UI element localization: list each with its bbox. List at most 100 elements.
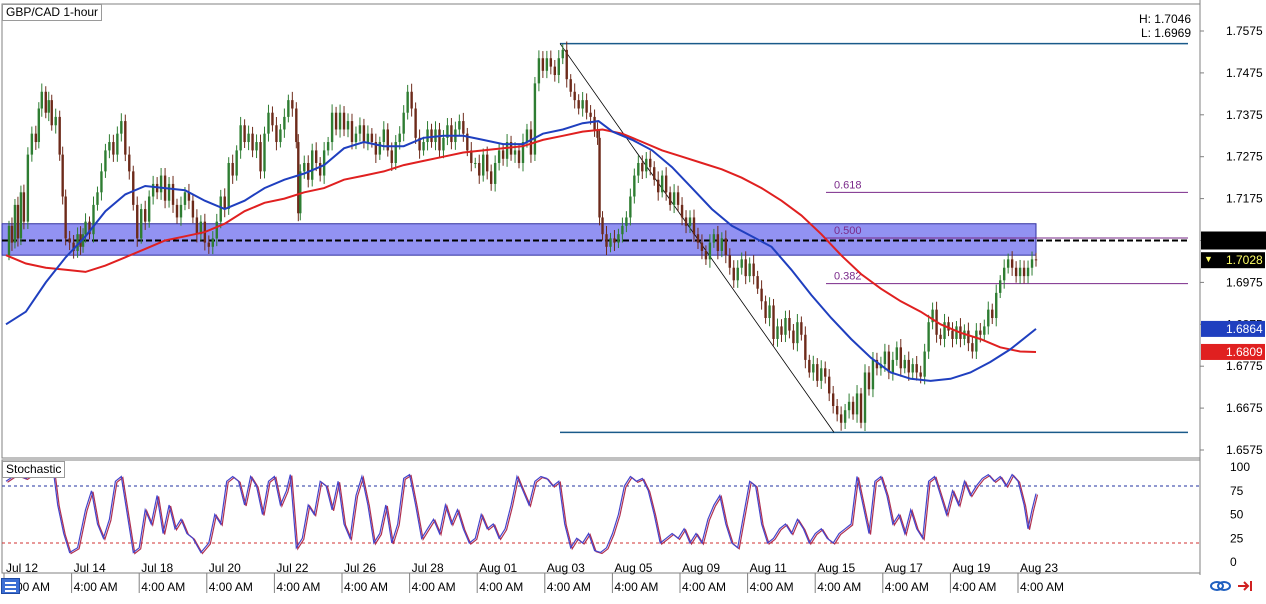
- stochastic-tick-label: 25: [1230, 531, 1244, 545]
- candle-body: [303, 162, 306, 172]
- candle-body: [740, 259, 743, 268]
- candle-body: [195, 217, 199, 235]
- candle-body: [92, 204, 95, 235]
- date-tick-label: Jul 18: [141, 561, 173, 575]
- fib-level-label: 0.618: [834, 179, 862, 191]
- menu-icon[interactable]: [1, 578, 20, 594]
- candle-body: [50, 100, 53, 126]
- candle-body: [128, 154, 131, 172]
- candle-body: [533, 83, 537, 155]
- stochastic-title: Stochastic: [2, 461, 66, 478]
- candle-body: [322, 150, 326, 176]
- candle-body: [541, 58, 545, 71]
- candle-body: [346, 121, 350, 130]
- candle-body: [426, 129, 429, 143]
- candle-body: [422, 142, 425, 151]
- candle-body: [297, 142, 300, 214]
- candle-body: [780, 326, 783, 335]
- candle-body: [485, 154, 489, 172]
- candle-body: [565, 49, 568, 80]
- candle-body: [776, 326, 779, 339]
- candle-body: [279, 129, 282, 143]
- stochastic-main-line: [5, 471, 1037, 554]
- candle-body: [895, 347, 899, 360]
- candle-body: [696, 234, 700, 243]
- candle-body: [967, 330, 970, 344]
- price-tick-label: 1.7175: [1226, 192, 1263, 206]
- candle-body: [350, 121, 354, 143]
- candle-body: [995, 292, 998, 319]
- candle-body: [450, 125, 453, 143]
- candle-body: [7, 225, 11, 256]
- time-tick-label: 4:00 AM: [1020, 580, 1064, 594]
- price-tick-label: 1.7375: [1226, 108, 1263, 122]
- candle-body: [81, 234, 85, 247]
- candle-body: [649, 158, 652, 168]
- candle-body: [915, 364, 918, 373]
- time-tick-label: 4:00 AM: [885, 580, 929, 594]
- candle-body: [30, 133, 34, 155]
- candle-body: [223, 196, 226, 210]
- candle-body: [943, 322, 946, 339]
- candle-body: [549, 58, 553, 67]
- candle-body: [470, 150, 473, 163]
- candle-body: [493, 162, 497, 184]
- candle-body: [88, 221, 91, 235]
- candle-body: [831, 393, 835, 407]
- time-tick-label: 4:00 AM: [750, 580, 794, 594]
- candle-body: [764, 301, 767, 319]
- current-price-arrow: ▼: [1204, 254, 1213, 264]
- candle-body: [911, 364, 914, 373]
- stochastic-tick-label: 75: [1230, 484, 1244, 498]
- candle-body: [58, 116, 61, 155]
- candle-body: [143, 209, 147, 222]
- candle-body: [788, 318, 791, 331]
- candle-body: [179, 204, 183, 218]
- stochastic-tick-label: 50: [1230, 508, 1244, 522]
- candle-body: [442, 137, 445, 151]
- candle-body: [175, 204, 179, 218]
- candle-body: [867, 372, 871, 390]
- link-icon[interactable]: [1210, 581, 1231, 591]
- stochastic-tick-label: 100: [1230, 460, 1250, 474]
- candle-body: [1034, 259, 1038, 261]
- candle-body: [211, 238, 214, 247]
- time-tick-label: 4:00 AM: [412, 580, 456, 594]
- candle-body: [191, 200, 195, 218]
- chart-title: GBP/CAD 1-hour: [2, 4, 103, 21]
- candle-body: [259, 142, 262, 172]
- candle-body: [903, 359, 906, 369]
- candle-body: [140, 209, 143, 239]
- candle-body: [466, 133, 469, 151]
- candle-body: [824, 368, 827, 377]
- candle-body: [505, 142, 509, 159]
- candle-body: [668, 192, 672, 205]
- candle-body: [784, 318, 787, 335]
- candle-body: [979, 330, 982, 335]
- date-tick-label: Aug 19: [952, 561, 990, 575]
- candle-body: [263, 133, 266, 172]
- candle-body: [159, 175, 163, 193]
- stochastic-signal-line: [7, 472, 1039, 555]
- candle-body: [573, 91, 576, 101]
- candle-body: [478, 162, 481, 176]
- candle-body: [828, 376, 831, 394]
- candle-body: [219, 196, 222, 222]
- candle-body: [34, 133, 38, 143]
- candle-body: [712, 234, 716, 243]
- candle-body: [724, 238, 728, 256]
- candle-body: [47, 100, 50, 113]
- candle-body: [704, 250, 708, 260]
- candle-body: [664, 175, 668, 193]
- time-tick-label: 4:00 AM: [682, 580, 726, 594]
- candle-body: [378, 142, 382, 155]
- candle-body: [199, 221, 203, 235]
- candle-body: [808, 359, 811, 373]
- scroll-to-end-icon[interactable]: [1238, 581, 1252, 591]
- candle-body: [557, 58, 560, 75]
- candle-body: [124, 121, 127, 155]
- candle-body: [151, 183, 155, 197]
- candle-body: [537, 58, 541, 84]
- current-price-tag: 1.7028: [1226, 253, 1263, 267]
